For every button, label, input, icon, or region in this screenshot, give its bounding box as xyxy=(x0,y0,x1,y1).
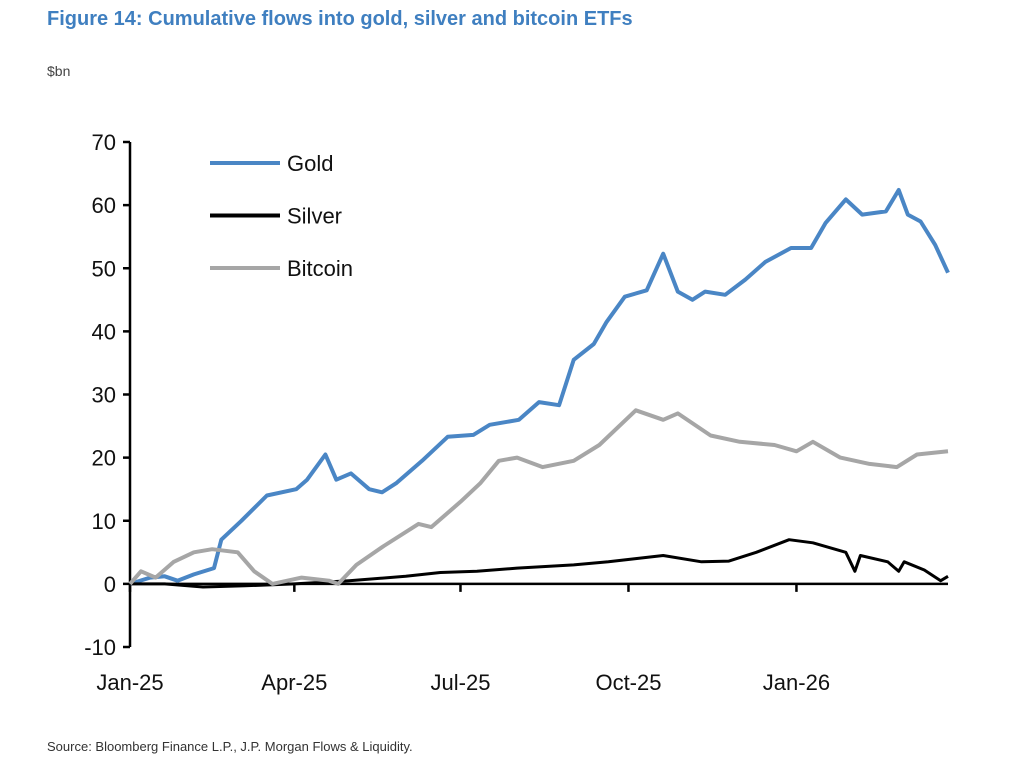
y-tick-label: 20 xyxy=(92,446,116,471)
x-tick-label: Jan-25 xyxy=(96,670,163,695)
y-tick-label: -10 xyxy=(84,635,116,660)
x-tick-label: Jan-26 xyxy=(763,670,830,695)
y-tick-label: 0 xyxy=(104,572,116,597)
source-note: Source: Bloomberg Finance L.P., J.P. Mor… xyxy=(47,739,413,754)
legend-label-silver: Silver xyxy=(287,204,342,229)
x-tick-label: Jul-25 xyxy=(431,670,491,695)
x-tick-label: Oct-25 xyxy=(595,670,661,695)
legend-label-bitcoin: Bitcoin xyxy=(287,256,353,281)
series-line-gold xyxy=(129,188,950,586)
series-line-silver xyxy=(130,538,949,589)
x-tick-label: Apr-25 xyxy=(261,670,327,695)
series-line-bitcoin xyxy=(128,408,949,586)
y-tick-label: 10 xyxy=(92,509,116,534)
y-tick-label: 60 xyxy=(92,193,116,218)
y-tick-label: 30 xyxy=(92,383,116,408)
y-tick-label: 50 xyxy=(92,256,116,281)
y-axis-unit-label: $bn xyxy=(47,63,71,79)
y-tick-label: 40 xyxy=(92,319,116,344)
chart-title: Figure 14: Cumulative flows into gold, s… xyxy=(47,8,633,30)
legend-label-gold: Gold xyxy=(287,151,333,176)
y-tick-label: 70 xyxy=(92,130,116,155)
